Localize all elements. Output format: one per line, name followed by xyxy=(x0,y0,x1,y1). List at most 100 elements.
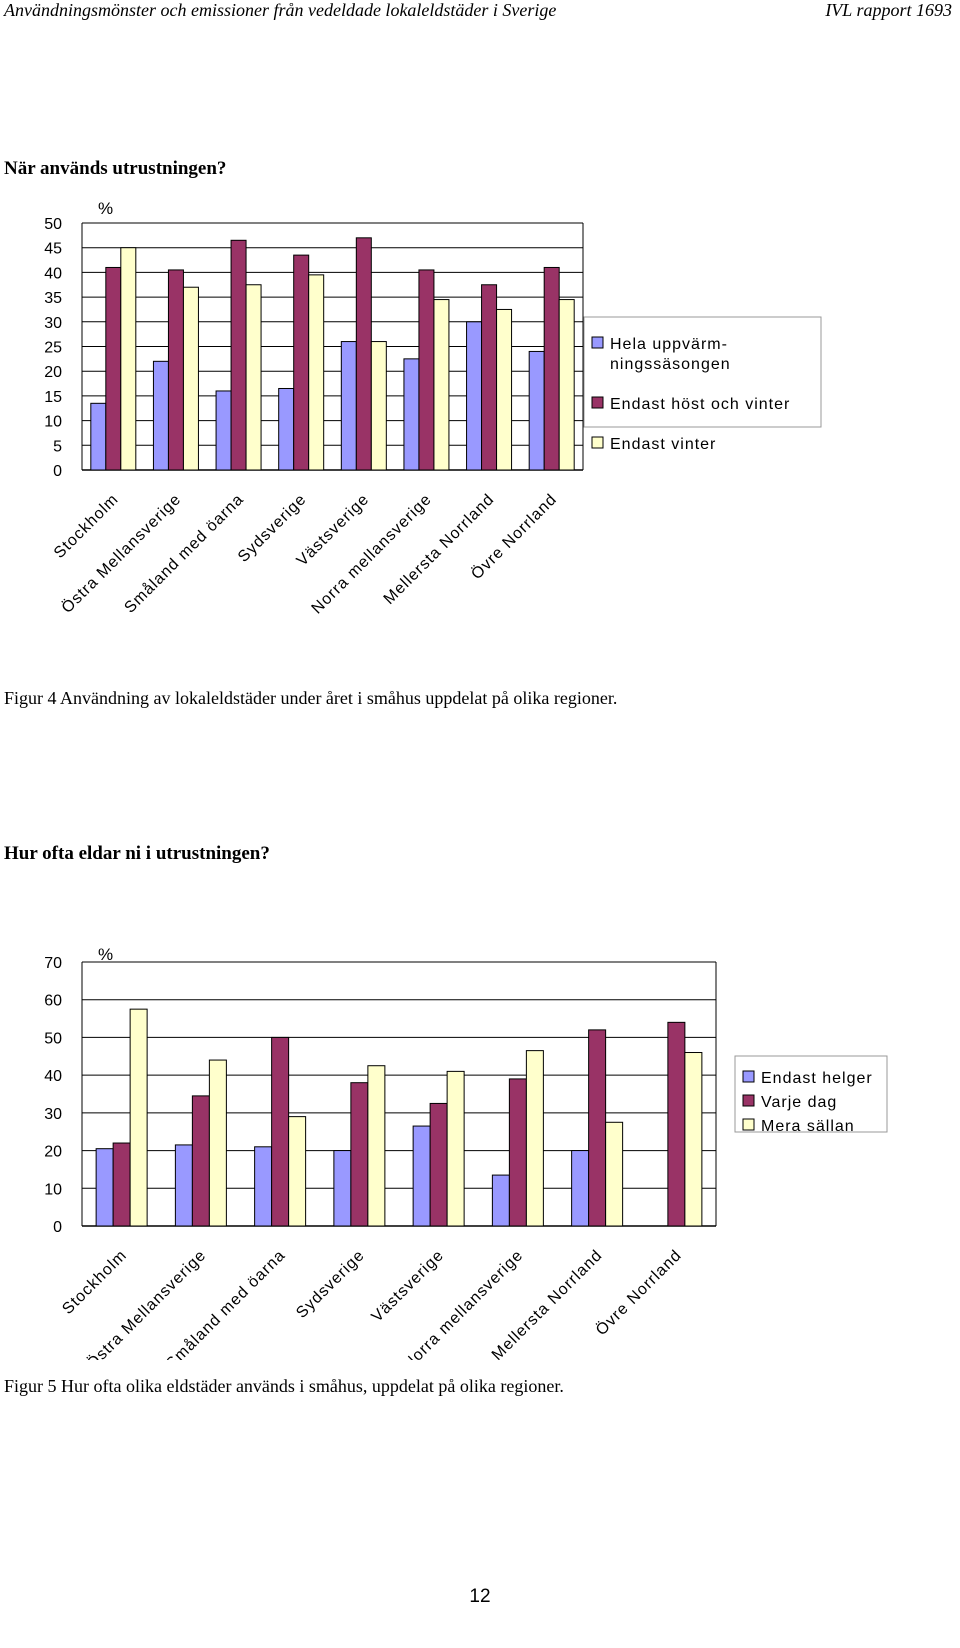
bar xyxy=(271,1036,290,1227)
y-tick-label: 25 xyxy=(44,340,62,357)
bar xyxy=(525,1050,544,1227)
bar xyxy=(350,1082,369,1227)
y-tick-label: 30 xyxy=(44,315,62,332)
bar xyxy=(412,1125,431,1227)
x-tick-label: Småland med öarna xyxy=(121,490,248,617)
bar xyxy=(293,254,310,471)
legend-label: Endast höst och vinter xyxy=(610,396,790,413)
figure4-caption: Figur 4 Användning av lokaleldstäder und… xyxy=(4,688,618,708)
y-tick-label: 40 xyxy=(44,1068,62,1085)
bar xyxy=(558,299,575,471)
x-tick-label: Västsverige xyxy=(369,1247,448,1326)
bar xyxy=(433,299,450,471)
bar xyxy=(367,1065,386,1227)
x-tick-label: Mellersta Norrland xyxy=(381,491,498,608)
x-tick-label: Övre Norrland xyxy=(592,1246,685,1339)
bar xyxy=(355,237,372,471)
x-tick-label: Norra mellansverige xyxy=(309,491,436,618)
y-axis-label: % xyxy=(98,199,113,218)
bar xyxy=(684,1052,703,1227)
bar xyxy=(403,358,420,471)
legend-swatch xyxy=(742,1118,755,1131)
bar xyxy=(245,284,262,471)
legend-label: Hela uppvärm- xyxy=(610,336,728,353)
legend-swatch xyxy=(591,436,604,449)
y-tick-label: 5 xyxy=(53,438,62,455)
bar xyxy=(152,360,169,471)
legend-label: Endast helger xyxy=(761,1070,873,1087)
bar xyxy=(278,387,295,471)
y-tick-label: 10 xyxy=(44,414,62,431)
section2-heading: Hur ofta eldar ni i utrustningen? xyxy=(4,843,270,864)
y-tick-label: 70 xyxy=(44,955,62,972)
bar xyxy=(446,1070,465,1227)
y-tick-label: 40 xyxy=(44,265,62,282)
section1-heading: När används utrustningen? xyxy=(4,158,227,179)
running-header: Användningsmönster och emissioner från v… xyxy=(0,0,960,24)
legend-label: ningssäsongen xyxy=(610,356,731,373)
bar xyxy=(481,284,498,471)
bar xyxy=(112,1142,131,1227)
legend-swatch xyxy=(591,396,604,409)
legend-box xyxy=(583,316,822,428)
y-tick-label: 50 xyxy=(44,1030,62,1047)
bar xyxy=(254,1146,273,1227)
bar xyxy=(588,1029,607,1227)
legend-swatch xyxy=(742,1094,755,1107)
bar xyxy=(167,269,184,471)
legend-box xyxy=(734,1055,888,1133)
bar xyxy=(129,1008,148,1227)
y-tick-label: 60 xyxy=(44,993,62,1010)
bar xyxy=(191,1095,210,1227)
y-tick-label: 35 xyxy=(44,290,62,307)
y-tick-label: 10 xyxy=(44,1181,62,1198)
y-tick-label: 45 xyxy=(44,241,62,258)
bar xyxy=(370,341,387,471)
bar xyxy=(308,274,325,471)
y-tick-label: 20 xyxy=(44,1144,62,1161)
bar xyxy=(215,390,232,471)
bar xyxy=(340,341,357,471)
legend-label: Mera sällan xyxy=(761,1118,855,1135)
bar xyxy=(174,1144,193,1227)
bar xyxy=(105,266,122,471)
bar xyxy=(543,266,560,471)
bar xyxy=(288,1116,307,1227)
x-tick-label: Östra Mellansverige xyxy=(58,490,185,617)
bar xyxy=(571,1150,590,1227)
y-tick-label: 20 xyxy=(44,364,62,381)
legend-swatch xyxy=(591,336,604,349)
x-tick-label: Stockholm xyxy=(59,1247,130,1318)
bar xyxy=(491,1174,510,1227)
bar xyxy=(230,239,247,471)
legend-label: Varje dag xyxy=(761,1094,837,1111)
bar xyxy=(90,402,107,471)
page-number: 12 xyxy=(469,1586,491,1607)
bar xyxy=(208,1059,227,1227)
y-axis-label: % xyxy=(98,945,113,964)
bar xyxy=(528,350,545,471)
bar xyxy=(120,247,137,471)
figure5-caption: Figur 5 Hur ofta olika eldstäder används… xyxy=(4,1376,564,1396)
bar xyxy=(496,308,513,471)
bar xyxy=(182,286,199,471)
y-tick-label: 0 xyxy=(53,463,62,480)
bar xyxy=(605,1121,624,1227)
bar xyxy=(333,1150,352,1227)
bar xyxy=(667,1021,686,1227)
report-number: IVL rapport 1693 xyxy=(825,0,952,20)
y-tick-label: 30 xyxy=(44,1106,62,1123)
bar xyxy=(418,269,435,471)
legend-label: Endast vinter xyxy=(610,436,716,453)
bar xyxy=(429,1102,448,1227)
bar xyxy=(95,1148,114,1227)
document-title: Användningsmönster och emissioner från v… xyxy=(4,0,557,20)
x-tick-label: Sydsverige xyxy=(293,1247,368,1322)
bar xyxy=(508,1078,527,1227)
y-tick-label: 50 xyxy=(44,216,62,233)
bar xyxy=(466,321,483,471)
y-tick-label: 15 xyxy=(44,389,62,406)
y-tick-label: 0 xyxy=(53,1219,62,1236)
